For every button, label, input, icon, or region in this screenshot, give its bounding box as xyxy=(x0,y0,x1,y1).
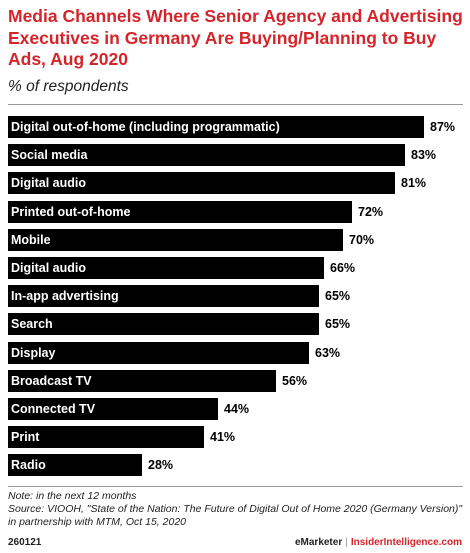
bar xyxy=(8,201,352,223)
bar-value-label: 66% xyxy=(330,261,356,275)
chart-notes: Note: in the next 12 months Source: VIOO… xyxy=(8,490,463,529)
bar-value-label: 83% xyxy=(411,148,437,162)
bar xyxy=(8,398,218,420)
bar xyxy=(8,116,424,138)
bar xyxy=(8,144,405,166)
brand-name: eMarketer xyxy=(294,537,343,548)
bar-category-label: Digital audio xyxy=(11,176,86,190)
bar-category-label: In-app advertising xyxy=(11,289,119,303)
bar-category-label: Digital audio xyxy=(11,261,86,275)
bar-value-label: 65% xyxy=(325,289,351,303)
bar-category-label: Social media xyxy=(11,148,88,162)
bar-category-label: Print xyxy=(11,430,40,444)
top-divider xyxy=(8,104,463,105)
bar-category-label: Display xyxy=(11,346,56,360)
site-name: InsiderIntelligence.com xyxy=(350,537,462,548)
bar xyxy=(8,426,204,448)
source-text: Source: VIOOH, "State of the Nation: The… xyxy=(8,503,463,528)
footer-branding: eMarketer | InsiderIntelligence.com xyxy=(295,537,462,548)
chart-id: 260121 xyxy=(8,537,42,548)
bar-category-label: Mobile xyxy=(11,233,51,247)
bar xyxy=(8,172,395,194)
bar xyxy=(8,285,319,307)
bar xyxy=(8,257,324,279)
bar xyxy=(8,454,142,476)
note-text: Note: in the next 12 months xyxy=(8,490,137,502)
bar xyxy=(8,313,319,335)
bottom-divider xyxy=(8,486,463,487)
bar xyxy=(8,370,276,392)
footer-separator: | xyxy=(345,537,348,548)
bar xyxy=(8,342,309,364)
bar-value-label: 28% xyxy=(148,458,174,472)
bar-category-label: Printed out-of-home xyxy=(11,205,131,219)
bar-category-label: Broadcast TV xyxy=(11,374,92,388)
bar-category-label: Digital out-of-home (including programma… xyxy=(11,120,280,134)
bar-value-label: 65% xyxy=(325,317,351,331)
bar-value-label: 41% xyxy=(210,430,236,444)
bar-category-label: Search xyxy=(11,317,53,331)
bar-value-label: 72% xyxy=(358,205,384,219)
bar-value-label: 87% xyxy=(430,120,456,134)
bar-value-label: 63% xyxy=(315,346,341,360)
bar-value-label: 44% xyxy=(224,402,250,416)
bar-category-label: Connected TV xyxy=(11,402,96,416)
chart-title: Media Channels Where Senior Agency and A… xyxy=(8,6,463,69)
bar-value-label: 70% xyxy=(349,233,375,247)
bar-category-label: Radio xyxy=(11,458,46,472)
bar-value-label: 81% xyxy=(401,176,427,190)
bar-value-label: 56% xyxy=(282,374,308,388)
chart-subtitle: % of respondents xyxy=(8,78,129,95)
bar xyxy=(8,229,343,251)
